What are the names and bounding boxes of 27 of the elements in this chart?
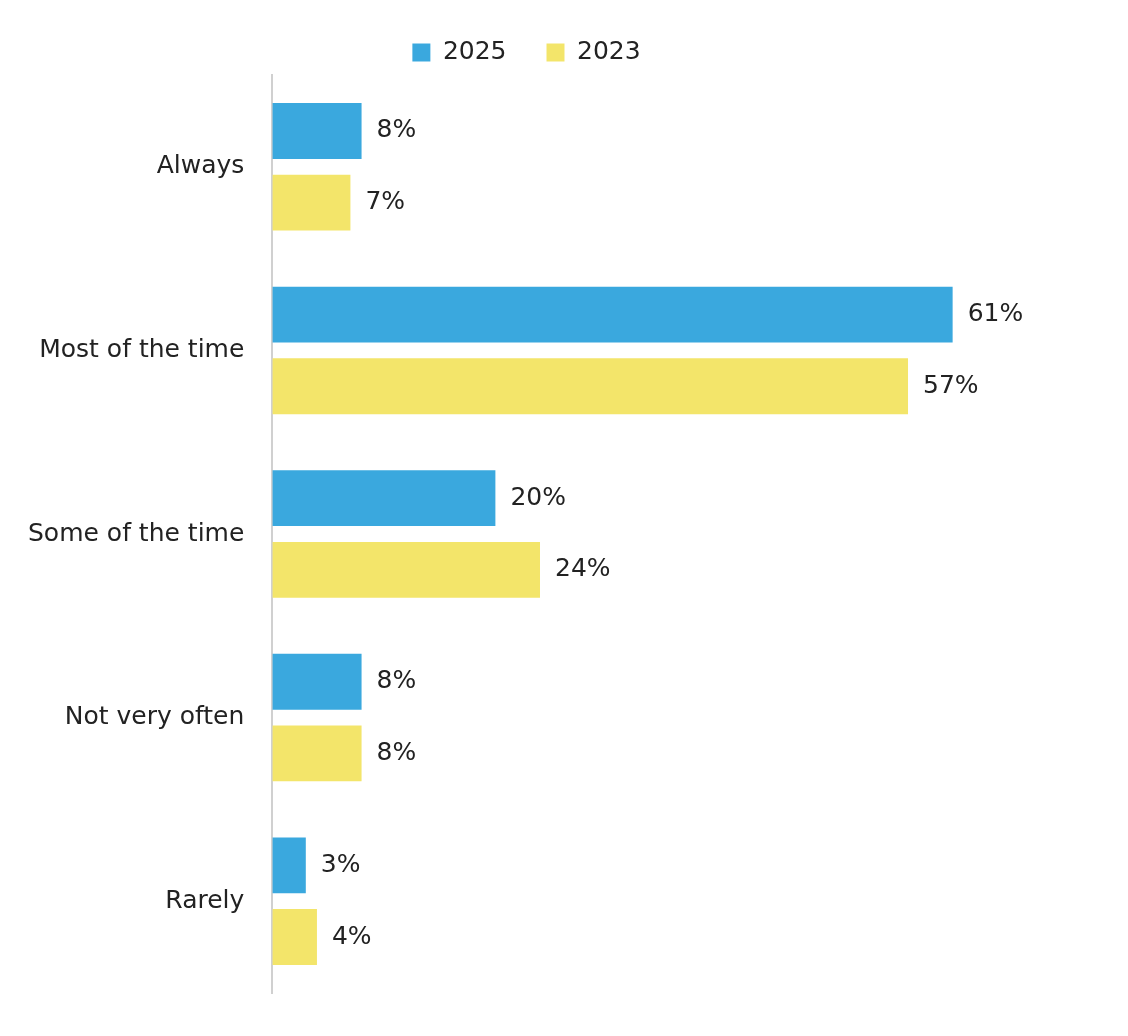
bar <box>272 837 306 894</box>
bar <box>272 174 351 231</box>
data-label: 61% <box>967 298 1024 328</box>
y-tick-label: Some of the time <box>27 517 245 547</box>
bar <box>272 103 362 159</box>
data-label: 20% <box>510 481 566 511</box>
legend-label: 2025 <box>442 36 507 65</box>
data-label: 4% <box>331 920 372 950</box>
bar <box>272 470 496 527</box>
y-tick-label: Not very often <box>64 701 245 731</box>
bar <box>272 653 362 710</box>
bar <box>272 541 540 598</box>
bar <box>272 286 953 343</box>
data-label: 8% <box>376 736 417 766</box>
legend-label: 2023 <box>577 36 641 65</box>
data-label: 57% <box>923 369 979 399</box>
data-label: 3% <box>320 848 361 878</box>
bar <box>272 909 317 965</box>
y-tick-label: Always <box>156 150 245 180</box>
bar <box>272 725 362 782</box>
data-label: 7% <box>365 186 406 216</box>
data-label: 8% <box>376 665 417 695</box>
bar <box>272 358 909 415</box>
data-label: 24% <box>555 553 611 583</box>
y-tick-label: Rarely <box>165 884 245 914</box>
data-label: 8% <box>376 114 417 144</box>
y-tick-label: Most of the time <box>39 333 245 363</box>
